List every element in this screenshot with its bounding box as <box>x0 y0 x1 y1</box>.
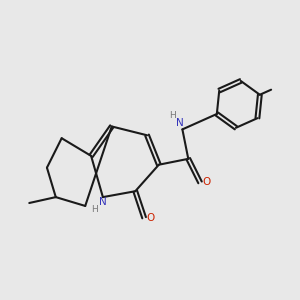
Text: N: N <box>99 197 107 207</box>
Text: N: N <box>176 118 184 128</box>
Text: O: O <box>202 177 211 188</box>
Text: H: H <box>91 205 98 214</box>
Text: H: H <box>169 111 176 120</box>
Text: O: O <box>146 213 155 223</box>
